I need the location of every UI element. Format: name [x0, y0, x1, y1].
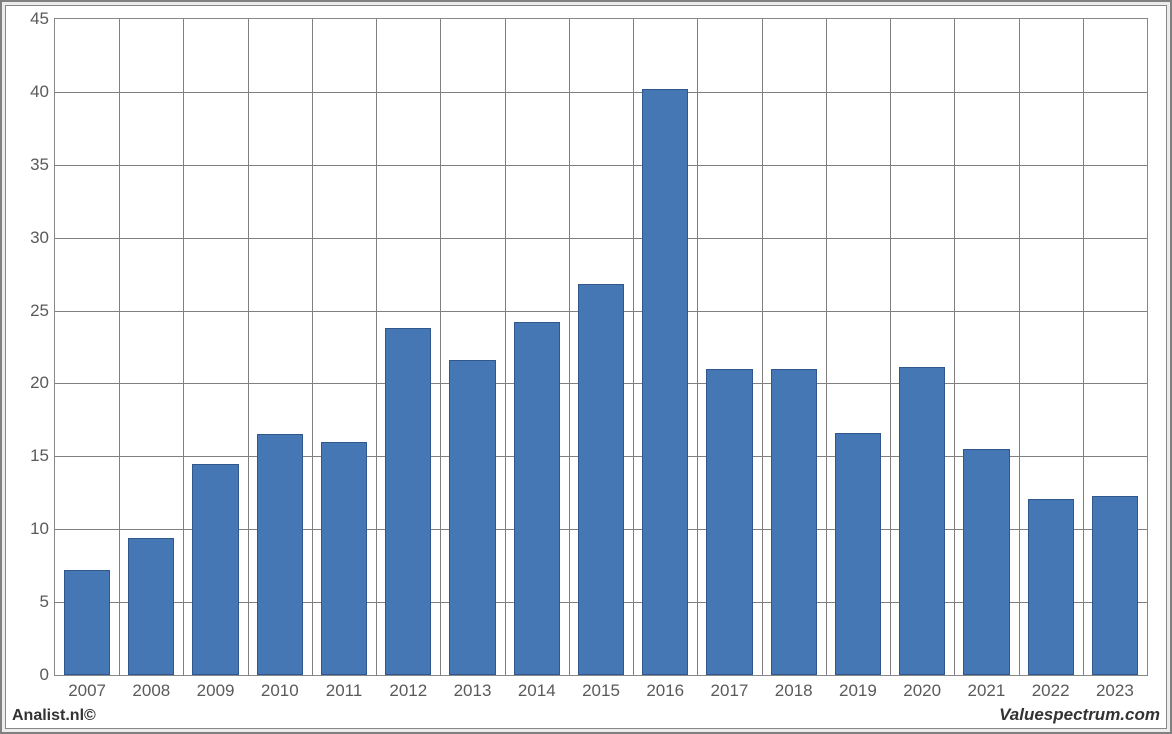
y-tick-label: 40 [30, 82, 49, 102]
x-tick-label: 2019 [839, 681, 877, 701]
x-tick-label: 2017 [711, 681, 749, 701]
x-tick-label: 2018 [775, 681, 813, 701]
grid-v [312, 19, 313, 675]
bar [1028, 499, 1074, 675]
bar [257, 434, 303, 675]
x-tick-label: 2014 [518, 681, 556, 701]
bar [706, 369, 752, 675]
footer-left: Analist.nl© [12, 707, 96, 725]
x-tick-label: 2023 [1096, 681, 1134, 701]
bar [192, 464, 238, 675]
y-tick-label: 45 [30, 9, 49, 29]
y-tick-label: 0 [40, 665, 49, 685]
grid-v [1019, 19, 1020, 675]
grid-v [1083, 19, 1084, 675]
bar [578, 284, 624, 675]
grid-v [697, 19, 698, 675]
x-tick-label: 2011 [326, 681, 363, 701]
y-tick-label: 30 [30, 228, 49, 248]
bar [1092, 496, 1138, 675]
x-tick-label: 2013 [454, 681, 492, 701]
x-tick-label: 2007 [68, 681, 106, 701]
bar [771, 369, 817, 675]
x-tick-label: 2010 [261, 681, 299, 701]
chart-container: 0 5 10 15 20 25 30 35 40 45 2007 2008 2009 2010 2011 20… [0, 0, 1172, 734]
x-tick-label: 2022 [1032, 681, 1070, 701]
bar [321, 442, 367, 675]
grid-v [569, 19, 570, 675]
x-tick-label: 2021 [967, 681, 1005, 701]
bar [385, 328, 431, 675]
x-tick-label: 2020 [903, 681, 941, 701]
grid-v [826, 19, 827, 675]
x-tick-label: 2015 [582, 681, 620, 701]
y-tick-label: 35 [30, 155, 49, 175]
bar [128, 538, 174, 675]
grid-v [633, 19, 634, 675]
x-tick-label: 2009 [197, 681, 235, 701]
grid-v [440, 19, 441, 675]
bar [514, 322, 560, 675]
x-tick-label: 2016 [646, 681, 684, 701]
grid-v [890, 19, 891, 675]
bar [642, 89, 688, 675]
grid-v [505, 19, 506, 675]
y-tick-label: 10 [30, 519, 49, 539]
grid-h [55, 165, 1147, 166]
grid-v [119, 19, 120, 675]
plot-area: 0510152025303540452007200820092010201120… [54, 18, 1148, 676]
bar [899, 367, 945, 675]
grid-v [248, 19, 249, 675]
y-tick-label: 20 [30, 373, 49, 393]
grid-v [183, 19, 184, 675]
grid-h [55, 238, 1147, 239]
y-tick-label: 15 [30, 446, 49, 466]
x-tick-label: 2008 [132, 681, 170, 701]
footer-right: Valuespectrum.com [999, 705, 1160, 725]
grid-v [762, 19, 763, 675]
bar [449, 360, 495, 675]
bar [835, 433, 881, 675]
grid-v [954, 19, 955, 675]
x-tick-label: 2012 [389, 681, 427, 701]
grid-v [376, 19, 377, 675]
chart-inner: 0 5 10 15 20 25 30 35 40 45 2007 2008 2009 2010 2011 20… [5, 5, 1167, 729]
bar [64, 570, 110, 675]
y-tick-label: 5 [40, 592, 49, 612]
bar [963, 449, 1009, 675]
grid-h [55, 92, 1147, 93]
y-tick-label: 25 [30, 301, 49, 321]
